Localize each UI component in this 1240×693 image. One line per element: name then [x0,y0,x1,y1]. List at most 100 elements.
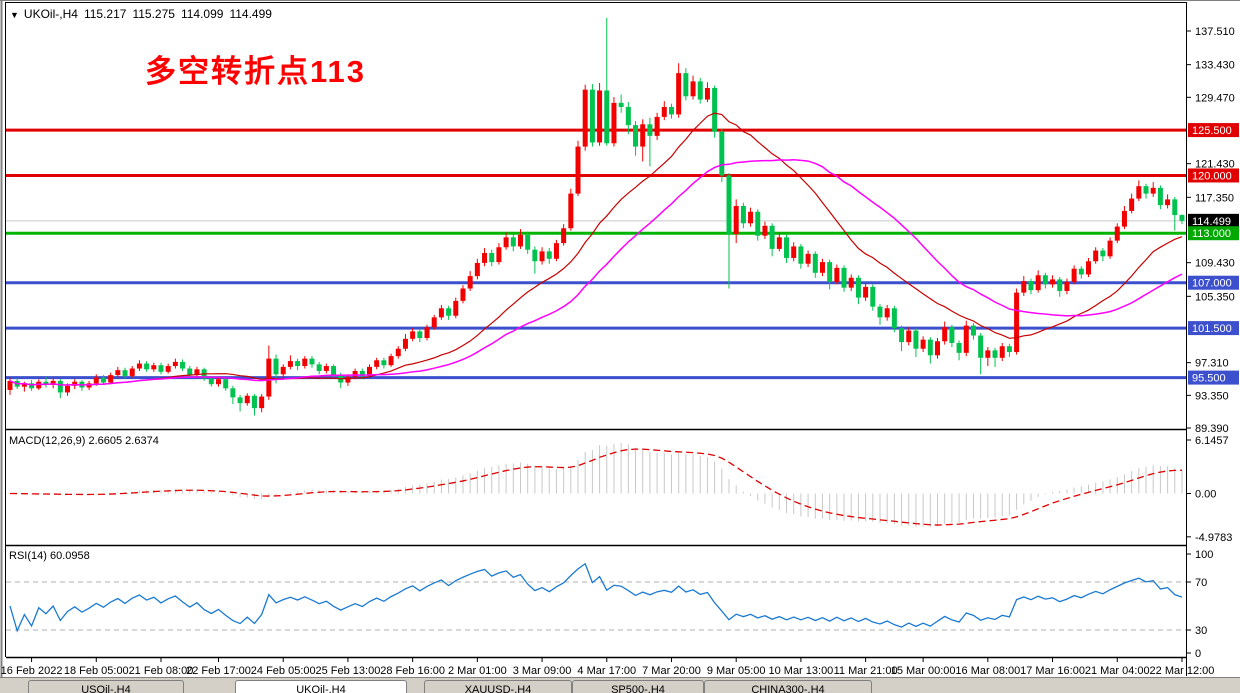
candle-body [273,358,279,375]
macd-axis-label: 0.00 [1195,489,1216,501]
candle-body [1021,281,1027,293]
candle-body [553,243,559,259]
chart-tab-china300h4[interactable]: CHINA300-,H4 [704,680,872,693]
candle-body [640,124,646,147]
candle-body [942,327,948,342]
candle-body [819,262,825,273]
candle-body [1172,199,1178,216]
candle-body [100,377,106,383]
date-axis-label: 9 Mar 05:00 [707,665,766,677]
rsi-axis-label: 0 [1195,648,1201,660]
candle-body [604,90,610,144]
candle-body [517,234,523,247]
price-level-badge [1188,275,1239,290]
candle-body [180,361,186,369]
candle-body [532,249,538,262]
candle-body [970,325,976,336]
candle-body [395,348,401,357]
price-level-badge-label: 107.000 [1192,278,1232,290]
main-price-pane[interactable] [6,2,1186,429]
candle-body [187,368,193,376]
candle-body [748,211,754,224]
candle-body [115,370,121,376]
candle-body [784,237,790,258]
date-axis-label: 3 Mar 09:00 [513,665,572,677]
candle-body [21,383,27,387]
candle-body [697,81,703,100]
candle-body [776,237,782,249]
candle-body [309,358,315,365]
date-axis-label: 10 Mar 13:00 [768,665,833,677]
price-axis-tick-label: 109.430 [1195,258,1235,270]
candle-body [122,370,128,376]
candle-body [410,331,416,339]
chart-annotation-text: 多空转折点113 [145,54,367,89]
candle-body [985,350,991,358]
candle-body [1179,214,1185,221]
candle-body [827,262,833,282]
candle-body [762,225,768,236]
candle-body [93,377,99,384]
macd-pane[interactable] [6,431,1186,545]
candle-body [295,361,301,367]
chart-tab-ukoilh4[interactable]: UKOil-,H4 [235,680,407,693]
candle-body [359,370,365,376]
candle-body [144,363,150,370]
candle-body [1136,186,1142,199]
candle-body [1028,281,1034,291]
candle-body [733,205,739,235]
candle-body [223,379,229,389]
candle-body [884,308,890,318]
candle-body [158,365,164,372]
macd-axis[interactable]: 6.1457 0.00 -4.9783 [1186,435,1232,544]
candle-body [510,237,516,247]
date-axis-label: 25 Feb 13:00 [316,665,381,677]
candle-body [589,89,595,143]
candle-body [36,381,42,389]
candle-body [798,246,804,264]
price-axis[interactable]: 137.510 133.430 129.470 121.430 117.350 109.4… [1186,26,1239,435]
candle-body [992,350,998,358]
candle-body [906,330,912,343]
candle-body [1157,187,1163,206]
candle-body [237,397,243,404]
candle-body [453,300,459,316]
date-axis-label: 16 Feb 2022 [1,665,63,677]
symbol-dropdown-icon[interactable]: ▼ [10,10,19,20]
candle-body [726,175,732,235]
candle-body [1121,210,1127,227]
candle-body [72,381,78,386]
date-axis-label: 22 Feb 17:00 [186,665,251,677]
candle-body [712,88,718,132]
candle-body [913,330,919,349]
candle-body [165,366,171,372]
candle-body [877,306,883,318]
macd-indicator-label: MACD(12,26,9) 2.6605 2.6374 [9,435,159,447]
candle-body [331,366,337,376]
chart-tab-sp500h4[interactable]: SP500-,H4 [572,680,704,693]
candle-body [424,327,430,338]
chart-tab-xauusdh4[interactable]: XAUUSD-,H4 [424,680,572,693]
date-axis-label: 18 Feb 05:00 [64,665,129,677]
price-level-badge [1188,168,1239,183]
price-axis-tick-label: 121.430 [1195,159,1235,171]
candle-body [805,253,811,264]
rsi-axis[interactable]: 100 70 30 0 [1186,549,1213,660]
chart-tab-usoilh4[interactable]: USOil-,H4 [28,680,184,693]
candle-body [151,365,157,370]
candle-body [280,366,286,375]
macd-axis-label: 6.1457 [1195,435,1229,447]
date-axis-label: 28 Feb 16:00 [380,665,445,677]
candle-body [402,338,408,349]
candle-body [1114,226,1120,241]
price-axis-tick-label: 93.350 [1195,390,1229,402]
candle-body [899,328,905,343]
candle-body [460,288,466,301]
candle-body [633,125,639,147]
candle-body [812,253,818,273]
chart-tabs-bar: USOil-,H4 UKOil-,H4 XAUUSD-,H4 SP500-,H4 CHI… [0,677,1240,693]
candle-body [618,102,624,107]
rsi-pane[interactable] [6,547,1186,657]
